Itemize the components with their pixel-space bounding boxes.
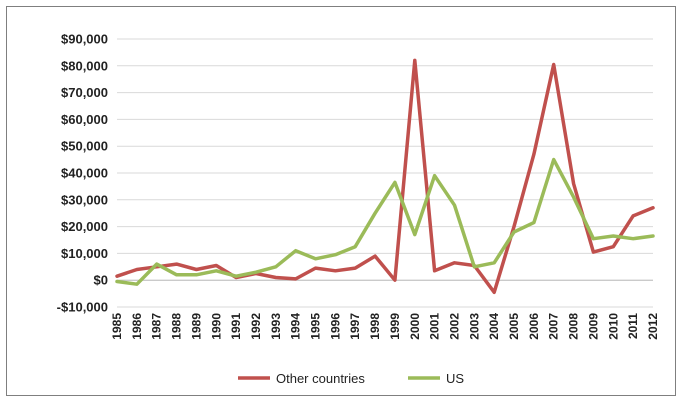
x-tick-label: 2009 — [586, 313, 600, 340]
x-tick-label: 1989 — [189, 313, 203, 340]
x-tick-label: 2007 — [547, 313, 561, 340]
x-tick-label: 2001 — [428, 313, 442, 340]
y-tick-label: $40,000 — [61, 166, 108, 181]
series-lines — [115, 58, 655, 295]
x-tick-label: 2008 — [567, 313, 581, 340]
x-tick-label: 1993 — [269, 313, 283, 340]
x-tick-label: 2012 — [646, 313, 660, 340]
x-tick-label: 2000 — [408, 313, 422, 340]
x-axis-ticks: 1985 1986 1987 1988 1989 1990 1991 1992 1993 1994… — [110, 313, 660, 340]
series-line-1 — [115, 157, 655, 286]
y-tick-label: $0 — [94, 273, 108, 288]
y-tick-label: $70,000 — [61, 85, 108, 100]
y-tick-label: $50,000 — [61, 139, 108, 154]
series-line-0 — [115, 58, 655, 295]
x-tick-label: 2006 — [527, 313, 541, 340]
x-tick-label: 2002 — [447, 313, 461, 340]
x-tick-label: 1995 — [309, 313, 323, 340]
y-tick-label: $30,000 — [61, 192, 108, 207]
y-tick-label: $10,000 — [61, 246, 108, 261]
x-tick-label: 1990 — [209, 313, 223, 340]
y-tick-label: $20,000 — [61, 219, 108, 234]
x-tick-label: 2004 — [487, 313, 501, 340]
y-tick-label: $60,000 — [61, 112, 108, 127]
chart-frame — [6, 6, 676, 396]
x-tick-label: 1997 — [348, 313, 362, 340]
x-tick-label: 1985 — [110, 313, 124, 340]
x-tick-label: 2003 — [467, 313, 481, 340]
x-tick-label: 1994 — [289, 313, 303, 340]
x-tick-label: 1986 — [130, 313, 144, 340]
x-tick-label: 1991 — [229, 313, 243, 340]
x-tick-label: 1999 — [388, 313, 402, 340]
x-tick-label: 2011 — [626, 313, 640, 339]
x-tick-label: 2005 — [507, 313, 521, 340]
legend-label: Other countries — [276, 371, 365, 386]
legend-label: US — [446, 371, 464, 386]
x-tick-label: 1992 — [249, 313, 263, 340]
x-tick-label: 1988 — [170, 313, 184, 340]
y-tick-label: $80,000 — [61, 58, 108, 73]
y-tick-label: $90,000 — [61, 32, 108, 47]
y-tick-label: -$10,000 — [57, 300, 108, 315]
x-tick-label: 2010 — [606, 313, 620, 340]
y-axis-ticks: $90,000 $80,000 $70,000 $60,000 $50,000 $40,0… — [57, 32, 108, 315]
x-tick-label: 1987 — [150, 313, 164, 340]
x-tick-label: 1998 — [368, 313, 382, 340]
legend: Other countries US — [238, 371, 464, 386]
x-tick-label: 1996 — [328, 313, 342, 340]
